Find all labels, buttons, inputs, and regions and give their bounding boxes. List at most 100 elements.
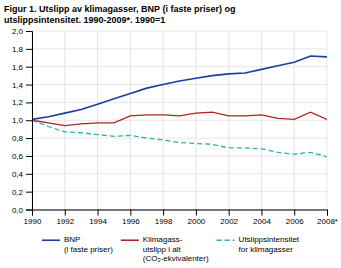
y-axis-tick-mark — [26, 49, 32, 50]
legend-label-line: (CO₂-ekvivalenter) — [143, 254, 209, 263]
y-axis-tick-mark — [26, 192, 32, 193]
x-axis-tick-mark — [130, 210, 131, 216]
title: Figur 1. Utslipp av klimagasser, BNP (i … — [4, 4, 235, 25]
y-grid-line — [32, 48, 327, 49]
legend-item: BNP(i faste priser) — [42, 235, 113, 254]
x-axis-tick: 2004 — [253, 210, 271, 227]
y-axis-tick-label: 2,0 — [12, 27, 24, 36]
y-grid-line — [32, 155, 327, 156]
y-axis-tick: 0,0 — [12, 206, 32, 215]
x-grid-line — [64, 31, 65, 210]
x-grid-line — [195, 31, 196, 210]
x-grid-line — [97, 31, 98, 210]
y-axis-tick: 1,8 — [12, 45, 32, 54]
x-grid-line — [163, 31, 164, 210]
x-axis-tick-label: 1994 — [89, 217, 107, 226]
x-axis-tick-mark — [294, 210, 295, 216]
x-grid-line — [130, 31, 131, 210]
y-axis-tick-mark — [26, 210, 32, 211]
legend-label-line: for klimagasser — [239, 245, 294, 254]
x-axis-tick: 2006 — [286, 210, 304, 227]
legend-swatch — [121, 239, 139, 241]
legend-label-line: utslipp i alt — [143, 245, 182, 254]
legend-item: Klimagass-utslipp i alt(CO₂-ekvivalenter… — [121, 235, 209, 263]
x-grid-line — [228, 31, 229, 210]
y-axis-tick-label: 1,6 — [12, 63, 24, 72]
chart: Figur 1. Utslipp av klimagasser, BNP (i … — [0, 0, 341, 268]
legend: BNP(i faste priser) Klimagass-utslipp i a… — [42, 235, 300, 263]
x-axis-domain — [33, 210, 328, 216]
y-axis-domain — [26, 32, 33, 211]
y-grid-line — [32, 173, 327, 174]
x-axis-tick: 1994 — [89, 210, 107, 227]
x-axis-tick-label: 2004 — [253, 217, 271, 226]
legend-label-line: Utslippsintensitet — [239, 235, 300, 244]
y-axis-tick: 1,2 — [12, 98, 32, 107]
legend-label: Klimagass-utslipp i alt(CO₂-ekvivalenter… — [143, 235, 209, 263]
x-axis-tick: 1998 — [155, 210, 173, 227]
x-axis: 1990 1992 1994 1996 1998 2000 2002 2004 2006 2008… — [24, 210, 338, 227]
x-axis-tick: 2008* — [317, 210, 338, 227]
legend-label-line: (i faste priser) — [64, 245, 113, 254]
y-grid-line — [32, 102, 327, 103]
y-axis-tick: 0,6 — [12, 152, 32, 161]
legend-label: BNP(i faste priser) — [64, 235, 113, 254]
legend-swatch — [217, 239, 235, 241]
x-grid-line — [261, 31, 262, 210]
title-line: utslippsintensitet. 1990-2009*. 1990=1 — [4, 15, 165, 25]
series-line — [32, 112, 327, 125]
y-grid-line — [32, 84, 327, 85]
x-axis-tick-label: 2002 — [220, 217, 238, 226]
legend-swatch — [42, 239, 60, 241]
x-axis-tick-mark — [229, 210, 230, 216]
x-axis-tick: 2000 — [187, 210, 205, 227]
y-axis-tick-label: 1,0 — [12, 116, 24, 125]
x-axis-tick: 1992 — [56, 210, 74, 227]
x-axis-tick-label: 2000 — [187, 217, 205, 226]
grid — [32, 31, 327, 210]
y-axis-tick: 0,8 — [12, 134, 32, 143]
y-axis-tick-mark — [26, 102, 32, 103]
x-axis-tick: 1996 — [122, 210, 140, 227]
x-axis-tick-mark — [65, 210, 66, 216]
y-axis-tick-label: 1,2 — [12, 98, 24, 107]
y-axis-tick-mark — [26, 31, 32, 32]
title-line: Figur 1. Utslipp av klimagasser, BNP (i … — [4, 4, 235, 14]
x-axis-tick: 1990 — [24, 210, 42, 227]
series-line — [32, 56, 327, 119]
series-line — [32, 120, 327, 157]
y-axis-tick: 1,6 — [12, 63, 32, 72]
y-axis-tick-label: 0,0 — [12, 206, 24, 215]
x-axis-tick-label: 2008* — [317, 217, 338, 226]
x-axis-tick-mark — [327, 210, 328, 216]
y-axis-tick-label: 1,8 — [12, 45, 24, 54]
y-axis-tick-label: 0,4 — [12, 170, 24, 179]
y-axis-tick: 1,4 — [12, 81, 32, 90]
x-axis-tick-label: 1998 — [155, 217, 173, 226]
x-axis-tick-label: 1996 — [122, 217, 140, 226]
x-grid-line — [294, 31, 295, 210]
x-axis-tick-mark — [98, 210, 99, 216]
y-axis-tick-mark — [26, 120, 32, 121]
x-axis-tick-mark — [163, 210, 164, 216]
legend-item: Utslippsintensitetfor klimagasser — [217, 235, 300, 254]
y-axis-tick-mark — [26, 174, 32, 175]
x-axis-tick-mark — [196, 210, 197, 216]
y-axis-tick-mark — [26, 67, 32, 68]
x-axis-tick: 2002 — [220, 210, 238, 227]
y-axis-tick-mark — [26, 138, 32, 139]
x-axis-tick-mark — [261, 210, 262, 216]
y-axis: 0,0 0,2 0,4 0,6 0,8 1,0 1,2 1,4 1,6 1,8 2,0 — [12, 27, 33, 215]
y-axis-tick-label: 0,2 — [12, 188, 24, 197]
legend-label: Utslippsintensitetfor klimagasser — [239, 235, 300, 254]
y-axis-tick: 1,0 — [12, 116, 32, 125]
y-axis-tick: 2,0 — [12, 27, 32, 36]
x-grid-line — [327, 31, 328, 210]
y-grid-line — [32, 66, 327, 67]
y-grid-line — [32, 191, 327, 192]
y-axis-tick: 0,2 — [12, 188, 32, 197]
y-axis-tick-label: 1,4 — [12, 81, 24, 90]
y-grid-line — [32, 31, 327, 32]
y-axis-tick: 0,4 — [12, 170, 32, 179]
plot: 1990 1992 1994 1996 1998 2000 2002 2004 2006 2008… — [12, 27, 338, 226]
